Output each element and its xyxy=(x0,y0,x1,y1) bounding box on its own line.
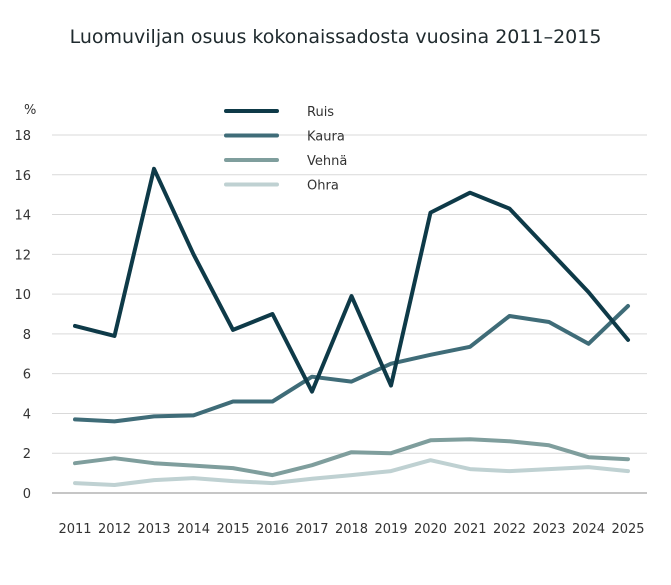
y-tick-label: 18 xyxy=(14,129,31,144)
legend-label: Ohra xyxy=(307,179,339,194)
x-tick-label: 2025 xyxy=(611,522,644,537)
series-line-ohra xyxy=(73,458,630,487)
series-line-kaura xyxy=(73,304,630,424)
chart-title: Luomuviljan osuus kokonaissadosta vuosin… xyxy=(69,26,602,48)
y-tick-label: 16 xyxy=(14,169,31,184)
x-axis-ticks: 2011 2012 2013 2014 2015 2016 2017 2018 2019 2020… xyxy=(58,522,644,537)
x-tick-label: 2024 xyxy=(572,522,605,537)
x-tick-label: 2022 xyxy=(493,522,526,537)
x-tick-label: 2014 xyxy=(177,522,210,537)
y-tick-label: 2 xyxy=(23,447,31,462)
y-tick-label: 10 xyxy=(14,288,31,303)
legend: Ruis Kaura Vehnä Ohra xyxy=(224,105,347,194)
series-line-ruis xyxy=(73,166,630,394)
x-tick-label: 2020 xyxy=(414,522,447,537)
series-lines xyxy=(73,166,630,487)
x-tick-label: 2013 xyxy=(137,522,170,537)
y-tick-label: 12 xyxy=(14,248,31,263)
legend-label: Ruis xyxy=(307,105,334,120)
x-tick-label: 2016 xyxy=(256,522,289,537)
legend-label: Vehnä xyxy=(307,154,347,169)
y-tick-label: 14 xyxy=(14,209,31,224)
y-tick-label: 6 xyxy=(23,368,31,383)
gridlines xyxy=(52,134,647,494)
series-line-vehnä xyxy=(73,437,630,478)
x-tick-label: 2011 xyxy=(58,522,91,537)
x-tick-label: 2017 xyxy=(295,522,328,537)
x-tick-label: 2021 xyxy=(453,522,486,537)
y-axis-ticks: 0 2 4 6 8 10 12 14 16 18 xyxy=(14,129,31,502)
y-tick-label: 0 xyxy=(23,487,31,502)
x-tick-label: 2018 xyxy=(335,522,368,537)
y-tick-label: 8 xyxy=(23,328,31,343)
x-tick-label: 2023 xyxy=(532,522,565,537)
y-axis-label: % xyxy=(24,103,36,118)
x-tick-label: 2019 xyxy=(374,522,407,537)
legend-label: Kaura xyxy=(307,130,345,145)
x-tick-label: 2012 xyxy=(98,522,131,537)
x-tick-label: 2015 xyxy=(216,522,249,537)
y-tick-label: 4 xyxy=(23,407,31,422)
